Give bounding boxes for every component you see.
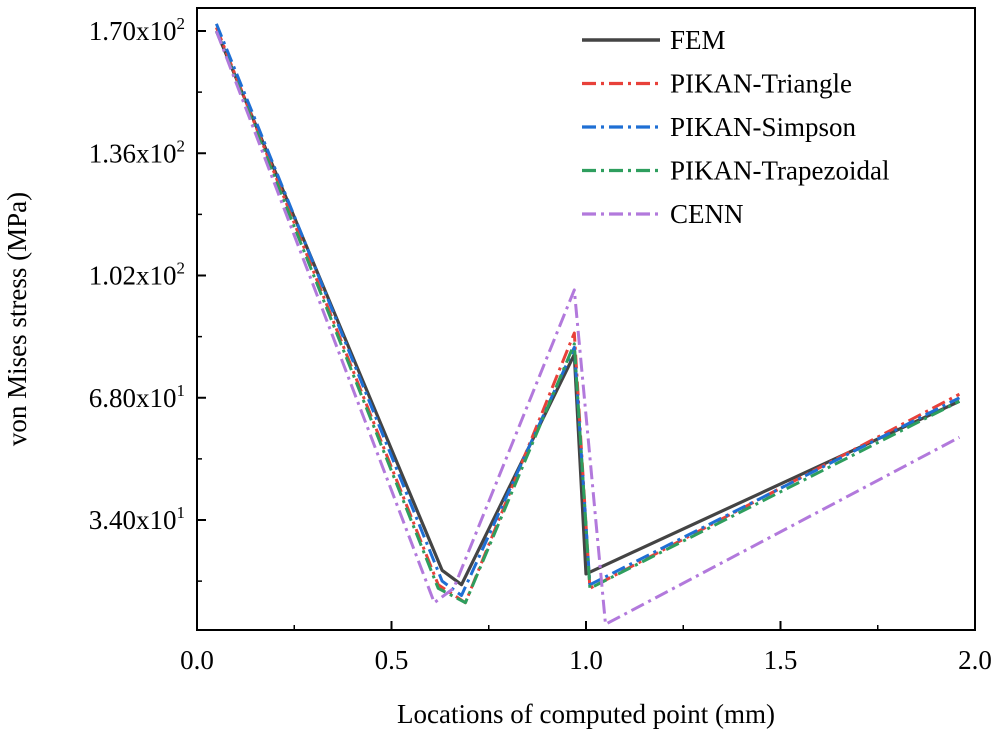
x-tick-label: 1.5 <box>764 645 798 675</box>
y-axis-title: von Mises stress (MPa) <box>2 192 32 446</box>
series-layer <box>214 23 961 626</box>
legend-label: PIKAN-Triangle <box>670 69 852 99</box>
legend-label: PIKAN-Trapezoidal <box>670 156 889 186</box>
series-line-pikan-trapezoidal <box>215 30 961 605</box>
x-axis-title: Locations of computed point (mm) <box>397 699 775 729</box>
y-tick-label: 1.36x102 <box>89 136 185 168</box>
y-tick-label: 3.40x101 <box>89 503 185 535</box>
legend-label: CENN <box>670 199 744 229</box>
x-tick-label: 0.5 <box>375 645 409 675</box>
legend: FEM PIKAN-Triangle PIKAN-Simpson PIKAN-Trap… <box>582 25 889 229</box>
ticks-layer: 0.0 0.5 1.0 1.5 2.0 1.70x102 1.36x102 1.02x102 6… <box>89 14 992 675</box>
series-line-cenn <box>214 30 961 626</box>
y-tick-label: 1.02x102 <box>89 259 185 291</box>
y-tick-label: 6.80x101 <box>89 381 185 413</box>
legend-label: FEM <box>670 25 726 55</box>
x-tick-label: 0.0 <box>180 645 214 675</box>
legend-label: PIKAN-Simpson <box>670 112 857 142</box>
y-tick-label: 1.70x102 <box>89 14 185 46</box>
x-tick-label: 2.0 <box>958 645 992 675</box>
series-line-pikan-simpson <box>215 23 961 597</box>
x-tick-label: 1.0 <box>569 645 603 675</box>
